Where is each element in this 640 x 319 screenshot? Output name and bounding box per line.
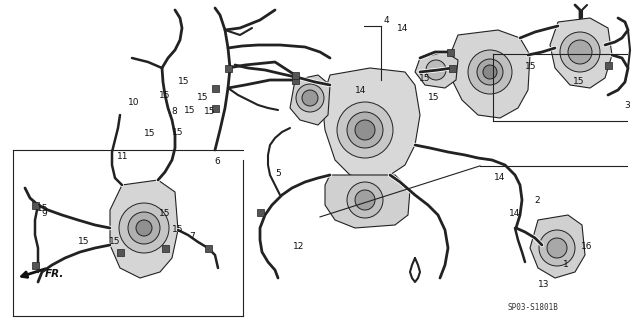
Bar xyxy=(211,85,218,92)
Circle shape xyxy=(483,65,497,79)
Bar xyxy=(205,244,211,251)
Text: 15: 15 xyxy=(197,93,209,102)
Bar xyxy=(116,249,124,256)
Bar xyxy=(257,209,264,216)
Circle shape xyxy=(347,182,383,218)
Text: 12: 12 xyxy=(293,242,305,251)
Text: 15: 15 xyxy=(172,225,183,234)
Bar xyxy=(31,262,38,269)
Text: 15: 15 xyxy=(419,74,431,83)
Text: 8: 8 xyxy=(172,107,177,115)
Circle shape xyxy=(477,59,503,85)
Text: 14: 14 xyxy=(397,24,408,33)
Circle shape xyxy=(119,203,169,253)
Text: 15: 15 xyxy=(109,237,120,246)
Text: 2: 2 xyxy=(534,197,540,205)
Bar xyxy=(291,77,298,84)
Text: 14: 14 xyxy=(509,209,520,218)
Bar xyxy=(31,202,38,209)
Text: 14: 14 xyxy=(355,86,367,95)
Circle shape xyxy=(128,212,160,244)
Text: 4: 4 xyxy=(384,16,390,25)
Text: 15: 15 xyxy=(428,93,439,102)
Polygon shape xyxy=(290,75,330,125)
Text: 9: 9 xyxy=(42,209,47,218)
Text: 10: 10 xyxy=(128,98,140,107)
Circle shape xyxy=(568,40,592,64)
Text: 15: 15 xyxy=(172,128,183,137)
Circle shape xyxy=(539,230,575,266)
Text: 5: 5 xyxy=(275,169,281,178)
Text: 15: 15 xyxy=(37,204,49,213)
Polygon shape xyxy=(415,52,458,88)
Text: 1: 1 xyxy=(563,260,569,269)
Circle shape xyxy=(296,84,324,112)
Circle shape xyxy=(468,50,512,94)
Text: 15: 15 xyxy=(178,77,189,86)
Bar xyxy=(447,48,454,56)
Circle shape xyxy=(337,102,393,158)
Text: 15: 15 xyxy=(144,130,156,138)
Polygon shape xyxy=(530,215,585,278)
Circle shape xyxy=(136,220,152,236)
Text: 13: 13 xyxy=(538,280,549,289)
Text: 3: 3 xyxy=(624,101,630,110)
Text: 15: 15 xyxy=(159,209,170,218)
Text: 15: 15 xyxy=(184,106,196,115)
Text: 16: 16 xyxy=(581,242,593,251)
Text: SP03-S1801B: SP03-S1801B xyxy=(507,303,558,312)
Polygon shape xyxy=(550,18,612,88)
Text: 7: 7 xyxy=(189,232,195,241)
Text: 15: 15 xyxy=(525,62,536,71)
Circle shape xyxy=(547,238,567,258)
Circle shape xyxy=(355,190,375,210)
Text: 11: 11 xyxy=(117,152,129,161)
Bar xyxy=(449,64,456,71)
Polygon shape xyxy=(110,180,178,278)
Text: 15: 15 xyxy=(204,107,215,115)
Text: 6: 6 xyxy=(214,157,220,166)
Text: 15: 15 xyxy=(78,237,90,246)
Polygon shape xyxy=(325,175,410,228)
Bar xyxy=(225,64,232,71)
Circle shape xyxy=(347,112,383,148)
Polygon shape xyxy=(450,30,530,118)
Text: 14: 14 xyxy=(494,173,506,182)
Text: 15: 15 xyxy=(573,77,584,86)
Circle shape xyxy=(560,32,600,72)
Bar xyxy=(291,71,298,78)
Circle shape xyxy=(426,60,446,80)
Text: FR.: FR. xyxy=(45,269,64,279)
Text: 15: 15 xyxy=(159,91,170,100)
Bar xyxy=(605,62,611,69)
Polygon shape xyxy=(322,68,420,180)
Circle shape xyxy=(355,120,375,140)
Bar xyxy=(211,105,218,112)
Bar xyxy=(161,244,168,251)
Circle shape xyxy=(302,90,318,106)
